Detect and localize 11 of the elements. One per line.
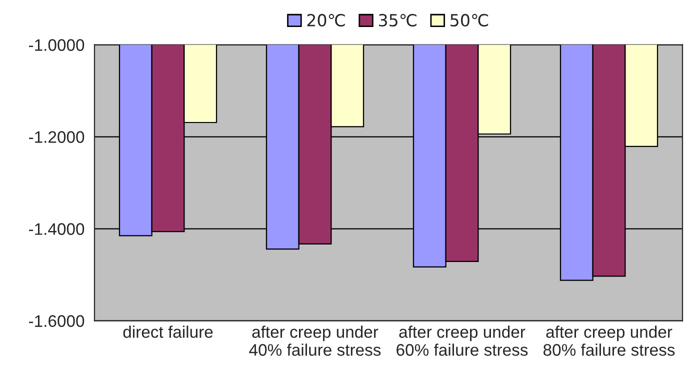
legend-label: 20℃	[307, 14, 345, 27]
legend-label: 35℃	[378, 14, 416, 27]
y-tick-label: -1.6000	[28, 315, 84, 327]
x-tick-label: after creep under 80% failure stress	[543, 326, 675, 356]
y-tick-label: -1.4000	[28, 223, 84, 235]
x-tick-label: direct failure	[123, 326, 213, 338]
y-tick-label: -1.0000	[28, 39, 84, 51]
x-tick-label: after creep under 60% failure stress	[396, 326, 528, 356]
legend-label: 50℃	[450, 14, 488, 27]
y-tick-label: -1.2000	[28, 131, 84, 143]
x-tick-label: after creep under 40% failure stress	[249, 326, 381, 356]
